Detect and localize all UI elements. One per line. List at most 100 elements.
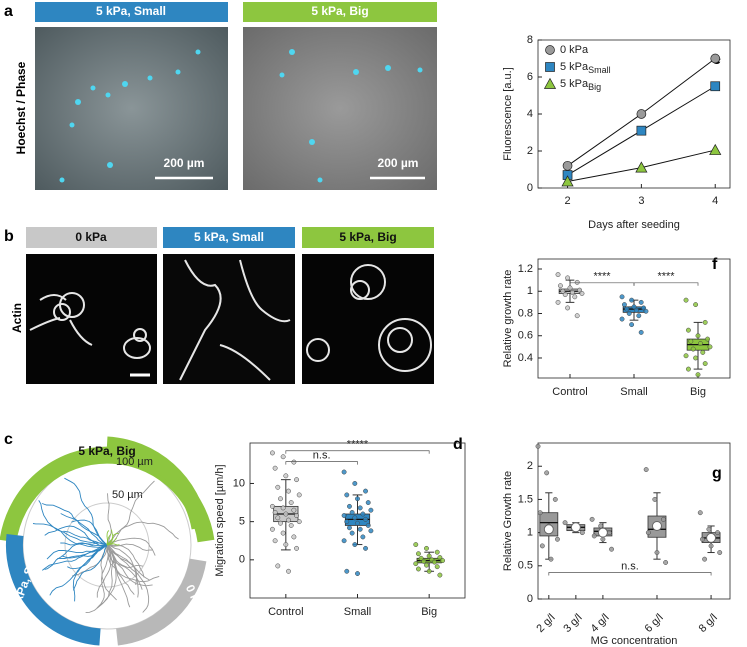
data-point [555, 536, 560, 542]
header-bar [26, 227, 157, 248]
side-label: Actin [10, 303, 24, 333]
data-point [437, 572, 443, 578]
data-point [347, 525, 352, 531]
data-point [706, 526, 712, 532]
data-point [352, 542, 358, 548]
track [106, 544, 139, 598]
y-tick-label: 1 [527, 285, 533, 297]
data-point [275, 515, 281, 521]
data-point [424, 562, 429, 568]
data-point [645, 530, 651, 536]
panel-label: d [453, 436, 463, 453]
data-point [360, 534, 366, 540]
track [71, 544, 108, 577]
mean [570, 522, 581, 533]
data-point [355, 496, 360, 502]
marker [709, 143, 722, 155]
data-point [286, 517, 291, 523]
data-point [643, 308, 649, 314]
significance-bracket [285, 450, 430, 454]
track [106, 537, 117, 546]
y-tick-label: 0.8 [518, 307, 533, 319]
data-point [539, 543, 545, 549]
track [106, 544, 131, 608]
legend-name: 5 kPa [560, 78, 589, 90]
track [106, 544, 160, 583]
data-point [294, 477, 300, 483]
annotation: n.s. [313, 450, 331, 462]
annotation: n.s. [621, 560, 639, 572]
data-point [555, 299, 561, 305]
data-point [567, 285, 573, 291]
y-tick-label: 0.6 [518, 330, 533, 342]
track [106, 493, 112, 546]
y-axis-label: Relative Growth rate [502, 471, 514, 571]
data-point [621, 302, 627, 308]
data-point [715, 530, 721, 536]
header: 5 kPa, Small [194, 230, 264, 244]
data-point [574, 279, 580, 285]
y-axis-label: Relative growth rate [502, 270, 514, 368]
data-point [365, 523, 371, 528]
data-point [355, 520, 360, 526]
legend-marker [543, 77, 557, 89]
side-label: Hoechst / Phase [14, 61, 28, 154]
track [72, 544, 108, 591]
track [46, 544, 108, 560]
ring-label: 5 kPa, Big [78, 444, 135, 458]
axes-frame [537, 442, 731, 600]
data-point [695, 333, 701, 339]
data-point [638, 329, 644, 335]
polar-plot: 5 kPa, Big 5 kPa, Small 0 kPa 100 µm 50 … [0, 436, 215, 646]
header-bar [302, 227, 434, 248]
mean [543, 524, 554, 535]
legend-name: 5 kPa [560, 61, 589, 73]
header: 0 kPa [75, 230, 107, 244]
x-tick-label: Small [344, 606, 372, 618]
data-point [347, 503, 352, 509]
x-tick-label: 8 g/l [697, 612, 720, 635]
panel-label: b [4, 228, 14, 245]
data-point [421, 558, 427, 564]
data-point [352, 481, 358, 486]
y-tick-label: 10 [233, 477, 245, 489]
panel-label: a [4, 3, 13, 20]
track [44, 525, 108, 547]
significance-bracket [285, 461, 358, 465]
header: 5 kPa, Small [96, 4, 166, 18]
legend-marker [545, 62, 555, 72]
track [67, 544, 108, 569]
data-point [579, 530, 585, 536]
data-point [275, 484, 281, 490]
data-point [654, 550, 660, 555]
data-point [283, 511, 289, 517]
marker [635, 161, 648, 173]
data-point [426, 568, 432, 574]
header: 5 kPa, Big [339, 230, 396, 244]
data-point [434, 549, 440, 555]
data-point [683, 353, 689, 359]
data-point [418, 555, 424, 561]
ring [115, 558, 207, 646]
data-point [413, 561, 419, 567]
y-tick-label: 2 [527, 145, 533, 157]
ring [5, 534, 101, 646]
y-tick-label: 0.5 [518, 560, 533, 572]
data-point [286, 568, 291, 574]
data-point [572, 294, 578, 300]
data-point [291, 534, 297, 540]
track [32, 523, 108, 548]
data-point [363, 516, 368, 522]
data-point [280, 454, 286, 460]
data-point [291, 507, 297, 513]
marker [710, 53, 721, 64]
data-point [693, 355, 699, 361]
data-point [702, 361, 708, 366]
header-bar [243, 2, 437, 22]
legend-label: 5 kPaSmall [560, 61, 611, 75]
marker [636, 125, 647, 136]
mean [706, 532, 717, 543]
x-tick-label: 2 g/l [534, 612, 557, 635]
micrograph [26, 254, 157, 384]
y-tick-label: 0 [527, 593, 533, 605]
